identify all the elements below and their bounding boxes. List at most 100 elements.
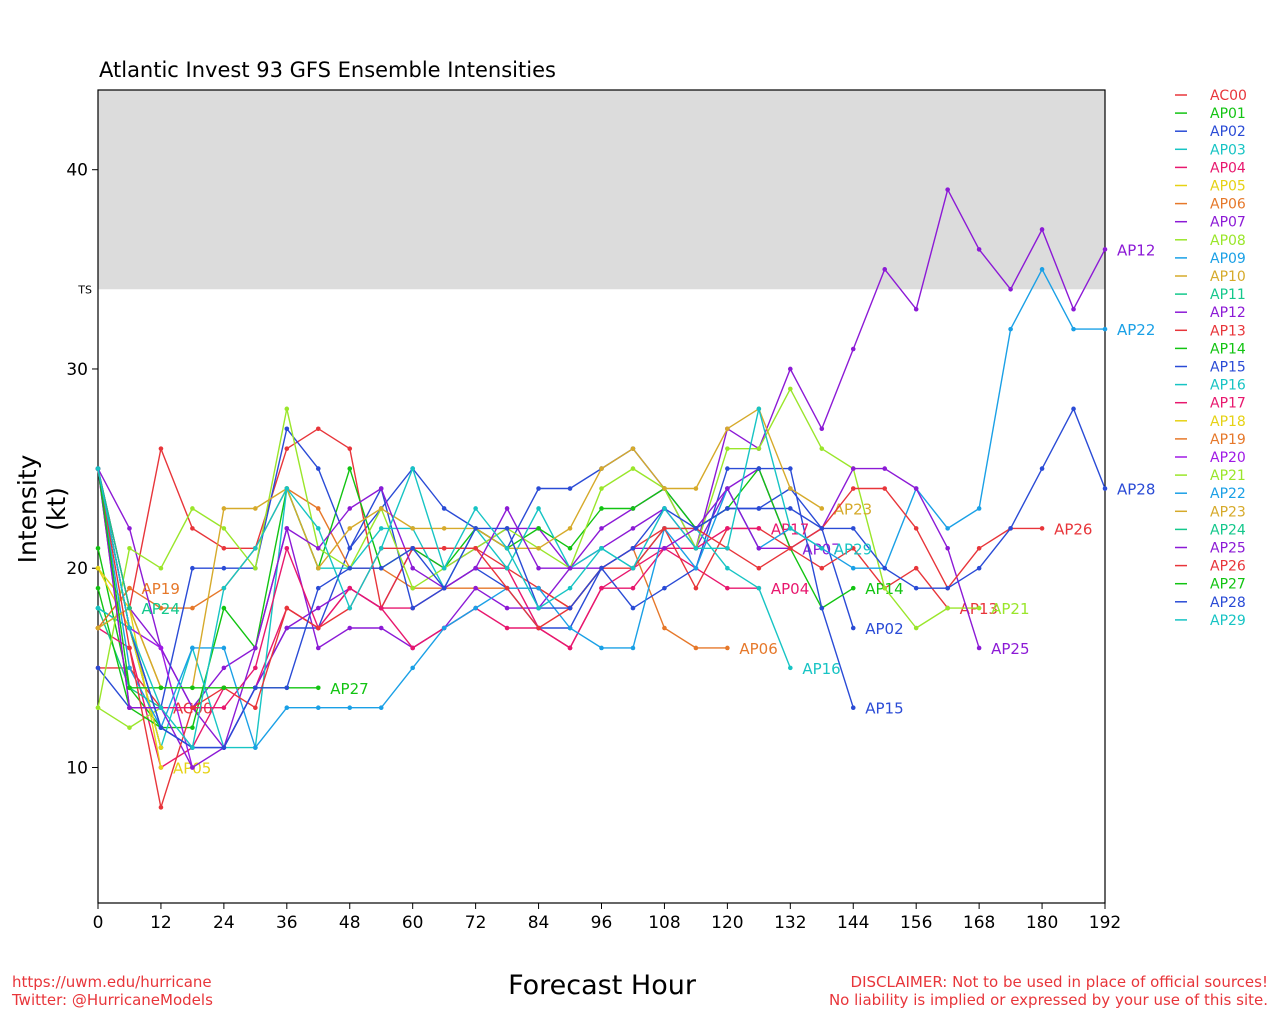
data-point-ap14 xyxy=(95,585,101,591)
data-point-ap07 xyxy=(127,526,132,531)
legend-entry: AP08 xyxy=(1210,233,1246,249)
disclaimer-line1: DISCLAIMER: Not to be used in place of o… xyxy=(850,973,1268,991)
data-point-ap26 xyxy=(504,585,510,591)
data-point-ap17 xyxy=(410,645,415,651)
data-point-ap13 xyxy=(190,526,195,531)
data-point-ap28 xyxy=(1039,466,1045,471)
data-point-ap22 xyxy=(630,645,636,651)
series-end-label: AP27 xyxy=(330,680,368,698)
data-point-ap21 xyxy=(190,506,195,511)
data-point-ap21 xyxy=(221,526,227,531)
data-point-ap15 xyxy=(315,466,321,471)
data-point-ap06 xyxy=(190,605,195,611)
data-point-ap29 xyxy=(788,526,793,531)
data-point-ap21 xyxy=(158,565,164,571)
data-point-ap15 xyxy=(662,585,667,591)
data-point-ap12 xyxy=(788,366,793,372)
data-point-ap22 xyxy=(190,645,195,651)
data-point-ap21 xyxy=(284,406,290,412)
data-point-ap22 xyxy=(1039,267,1045,272)
data-point-ap12 xyxy=(315,605,321,611)
data-point-ap25 xyxy=(976,645,982,651)
data-point-ap23 xyxy=(693,486,699,491)
data-point-ap29 xyxy=(756,406,762,412)
data-point-ap28 xyxy=(347,565,353,571)
data-point-ap25 xyxy=(253,645,258,651)
data-point-ap06 xyxy=(315,506,321,511)
data-point-ap22 xyxy=(1102,326,1108,332)
data-point-ap22 xyxy=(315,705,321,711)
data-point-ap06 xyxy=(693,645,699,651)
data-point-ap02 xyxy=(567,486,573,491)
data-point-ap17 xyxy=(630,585,636,591)
legend-entry: AP16 xyxy=(1210,378,1246,394)
legend-entry: AP10 xyxy=(1210,269,1246,285)
x-tick-label: 120 xyxy=(711,913,743,933)
data-point-ap21 xyxy=(253,565,258,571)
data-point-ap15 xyxy=(788,466,793,471)
x-tick-label: 84 xyxy=(528,913,550,933)
data-point-ap06 xyxy=(662,625,667,631)
data-point-ap20 xyxy=(158,645,164,651)
data-point-ap23 xyxy=(725,426,730,432)
footer-twitter[interactable]: Twitter: @HurricaneModels xyxy=(12,991,213,1009)
data-point-ap26 xyxy=(127,645,132,651)
data-point-ap13 xyxy=(913,565,919,571)
data-point-ap29 xyxy=(158,705,164,711)
data-point-ap29 xyxy=(504,546,510,551)
series-end-label: AP02 xyxy=(865,620,903,638)
data-point-ap16 xyxy=(788,665,793,671)
legend-entry: AP24 xyxy=(1210,522,1246,538)
data-point-ap23 xyxy=(567,526,573,531)
data-point-ap18 xyxy=(158,745,164,750)
data-point-ap26 xyxy=(441,546,447,551)
data-point-ap25 xyxy=(410,565,415,571)
series-end-label: AP25 xyxy=(991,640,1029,658)
data-point-ap26 xyxy=(1039,526,1045,531)
data-point-ap27 xyxy=(190,685,195,691)
data-point-ap25 xyxy=(725,486,730,491)
data-point-ap29 xyxy=(441,565,447,571)
data-point-ap27 xyxy=(221,685,227,691)
data-point-ap16 xyxy=(378,526,384,531)
data-point-ap16 xyxy=(756,585,762,591)
data-point-ap17 xyxy=(221,705,227,711)
data-point-ap26 xyxy=(976,546,982,551)
series-end-label: AP12 xyxy=(1117,241,1155,259)
data-point-ap28 xyxy=(253,685,258,691)
x-tick-label: 72 xyxy=(465,913,487,933)
data-point-ap26 xyxy=(788,546,793,551)
data-point-ap23 xyxy=(253,506,258,511)
data-point-ap16 xyxy=(504,565,510,571)
legend-entry: AP17 xyxy=(1210,396,1246,412)
data-point-ap29 xyxy=(473,506,478,511)
data-point-ap21 xyxy=(127,546,132,551)
data-point-ap07 xyxy=(630,526,636,531)
data-point-ap12 xyxy=(850,346,856,352)
data-point-ap17 xyxy=(599,585,604,591)
data-point-ap17 xyxy=(567,645,573,651)
series-line-ap01 xyxy=(97,548,162,729)
data-point-ap28 xyxy=(788,506,793,511)
x-axis-label: Forecast Hour xyxy=(508,970,696,1001)
data-point-ap28 xyxy=(882,565,888,571)
series-line-ap19 xyxy=(97,587,131,629)
data-point-ap05 xyxy=(158,765,164,770)
data-point-ap23 xyxy=(599,466,604,471)
data-point-ap15 xyxy=(819,605,825,611)
data-point-ap28 xyxy=(441,585,447,591)
data-point-ap29 xyxy=(127,625,132,631)
data-point-ap23 xyxy=(536,546,541,551)
data-point-ap29 xyxy=(410,466,415,471)
data-point-ap16 xyxy=(95,605,101,611)
data-point-ap13 xyxy=(347,446,353,451)
data-point-ap26 xyxy=(756,565,762,571)
data-point-ap15 xyxy=(95,665,101,671)
data-point-ap07 xyxy=(473,585,478,591)
series-end-label: AP24 xyxy=(141,600,179,618)
data-point-ap23 xyxy=(630,446,636,451)
footer-website[interactable]: https://uwm.edu/hurricane xyxy=(12,973,212,991)
data-point-ap21 xyxy=(945,605,950,611)
data-point-ap14 xyxy=(630,506,636,511)
data-point-ap26 xyxy=(913,526,919,531)
